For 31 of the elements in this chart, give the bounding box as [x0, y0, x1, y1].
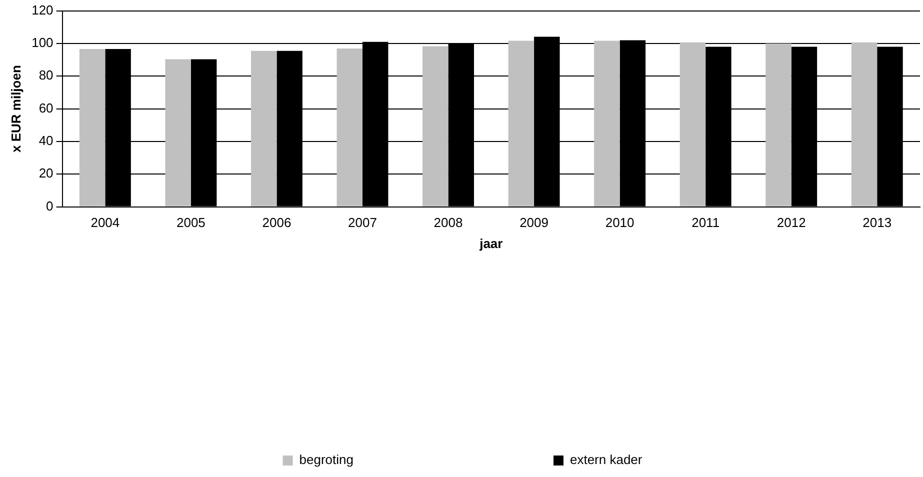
y-tick-label: 40: [38, 133, 54, 148]
bar: [766, 43, 792, 206]
x-tick-label: 2012: [776, 215, 806, 230]
legend-label: begroting: [299, 452, 354, 468]
x-tick-label: 2013: [862, 215, 892, 230]
y-tick-label: 20: [38, 166, 54, 181]
bar: [165, 59, 191, 206]
bar: [680, 42, 706, 206]
x-tick-label: 2010: [605, 215, 634, 230]
bar: [422, 46, 448, 206]
legend-label: extern kader: [570, 452, 643, 468]
bar: [594, 40, 620, 206]
x-axis-title: jaar: [478, 236, 503, 251]
y-tick-label: 0: [46, 198, 54, 214]
x-tick-label: 2006: [262, 215, 292, 230]
y-tick-label: 60: [38, 100, 54, 116]
x-tick-label: 2007: [348, 215, 377, 230]
y-tick-label: 100: [32, 35, 54, 50]
x-tick-label: 2004: [90, 215, 120, 230]
y-tick-label: 80: [38, 68, 54, 83]
x-tick-label: 2011: [692, 215, 720, 230]
bar: [851, 42, 878, 206]
bar: [336, 48, 362, 206]
x-tick-label: 2005: [176, 215, 206, 230]
y-tick-label: 120: [32, 2, 54, 18]
x-tick-label: 2008: [434, 215, 463, 230]
bar: [508, 40, 534, 206]
x-tick-label: 2009: [520, 215, 548, 230]
y-axis-title: x EUR miljoen: [8, 65, 24, 153]
bar: [250, 50, 277, 206]
bar: [79, 49, 106, 206]
